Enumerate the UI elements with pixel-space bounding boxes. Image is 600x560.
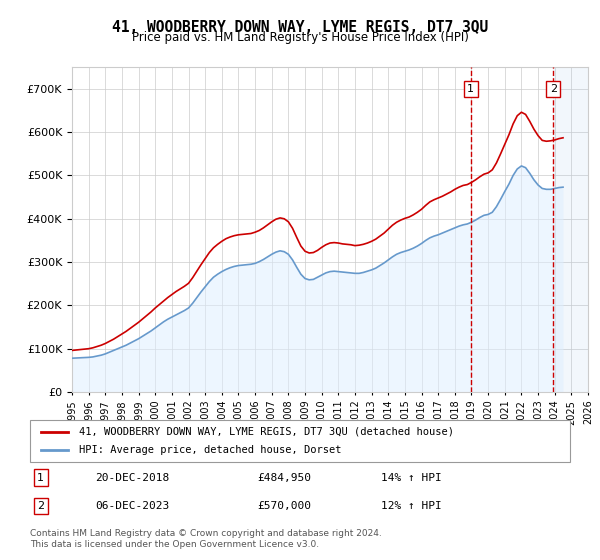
Text: 2: 2 (550, 84, 557, 94)
FancyBboxPatch shape (30, 420, 570, 462)
Text: 20-DEC-2018: 20-DEC-2018 (95, 473, 169, 483)
Text: 1: 1 (37, 473, 44, 483)
Text: 12% ↑ HPI: 12% ↑ HPI (381, 501, 442, 511)
Text: HPI: Average price, detached house, Dorset: HPI: Average price, detached house, Dors… (79, 445, 341, 455)
Text: Contains HM Land Registry data © Crown copyright and database right 2024.
This d: Contains HM Land Registry data © Crown c… (30, 529, 382, 549)
Text: £484,950: £484,950 (257, 473, 311, 483)
Text: 41, WOODBERRY DOWN WAY, LYME REGIS, DT7 3QU (detached house): 41, WOODBERRY DOWN WAY, LYME REGIS, DT7 … (79, 427, 454, 437)
Text: £570,000: £570,000 (257, 501, 311, 511)
Text: 41, WOODBERRY DOWN WAY, LYME REGIS, DT7 3QU: 41, WOODBERRY DOWN WAY, LYME REGIS, DT7 … (112, 20, 488, 35)
Text: Price paid vs. HM Land Registry's House Price Index (HPI): Price paid vs. HM Land Registry's House … (131, 31, 469, 44)
Text: 14% ↑ HPI: 14% ↑ HPI (381, 473, 442, 483)
Text: 2: 2 (37, 501, 44, 511)
Bar (553, 67, 588, 392)
Text: 1: 1 (467, 84, 475, 94)
Text: 06-DEC-2023: 06-DEC-2023 (95, 501, 169, 511)
